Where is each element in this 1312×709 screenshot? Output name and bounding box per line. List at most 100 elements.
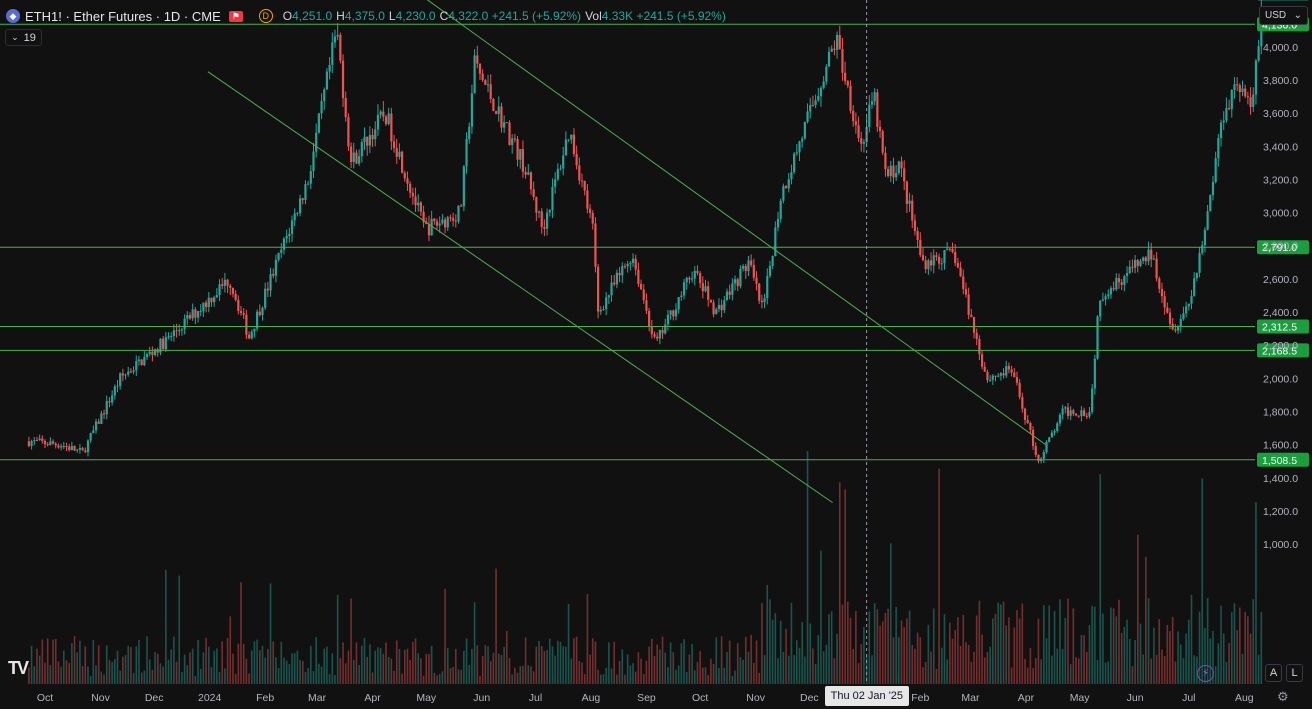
candle-body (392, 141, 396, 149)
auto-scale-button[interactable]: A (1265, 664, 1282, 682)
volume-bar (250, 650, 253, 684)
candle-body (108, 401, 111, 403)
price-tick-label: 2,800.0 (1263, 241, 1298, 253)
candle-body (658, 329, 661, 339)
candle-body (162, 338, 165, 350)
lightning-icon[interactable]: ⚡ (1197, 665, 1214, 682)
candle-body (135, 361, 138, 371)
volume-bar (433, 672, 436, 684)
volume-bar (1214, 666, 1217, 684)
tradingview-logo-icon[interactable]: TV (8, 658, 29, 678)
candle-body (194, 309, 197, 318)
volume-bar (605, 667, 607, 684)
chevron-down-icon: ⌄ (11, 32, 19, 42)
volume-bar (1153, 627, 1155, 684)
volume-bar (428, 654, 430, 684)
volume-bar (1005, 625, 1008, 684)
price-tick-label: 3,400.0 (1263, 141, 1298, 153)
indicator-toggle[interactable]: ⌄ 19 (5, 29, 42, 46)
candle-body (1249, 97, 1252, 107)
volume-bar (36, 648, 38, 684)
volume-bar (288, 664, 291, 684)
volume-bar (393, 670, 395, 684)
candle-body (559, 168, 562, 170)
volume-bar (97, 645, 100, 684)
volume-bar (1209, 638, 1212, 684)
trendlines[interactable] (207, 0, 1046, 504)
candle-body (258, 311, 261, 316)
volume-bar (1196, 656, 1198, 684)
volume-bar (173, 636, 175, 684)
crosshair-date-label: Thu 02 Jan '25 (824, 686, 910, 706)
candle-body (602, 309, 605, 311)
volume-bar (54, 639, 57, 684)
candle-body (68, 446, 71, 450)
volume-bar (355, 642, 358, 684)
symbol-title[interactable]: ETH1! · Ether Futures · 1D · CME (25, 8, 221, 24)
candle-body (30, 441, 33, 446)
gear-icon[interactable]: ⚙ (1277, 689, 1289, 704)
volume-bar (645, 660, 648, 684)
volume-bar (1024, 658, 1026, 684)
candle-body (1219, 122, 1223, 139)
candle-body (833, 48, 836, 50)
log-scale-button[interactable]: L (1286, 664, 1303, 682)
symbol-legend[interactable]: ◆ ETH1! · Ether Futures · 1D · CME ⚑ D O… (6, 7, 730, 25)
candle-body (202, 302, 205, 312)
candle-body (446, 217, 449, 228)
volume-bar (930, 651, 932, 684)
candle-body (680, 295, 683, 298)
candle-body (296, 213, 299, 215)
candle-body (443, 219, 447, 228)
volume-bar (167, 659, 170, 684)
volume-bar (1013, 627, 1016, 684)
volume-bar (825, 644, 828, 684)
time-axis[interactable]: Oct Nov Dec 2024 Feb Mar Apr May Jun Jul Aug Sep Oct… (37, 692, 1254, 704)
data-badge[interactable]: D (258, 9, 273, 23)
candle-body (395, 148, 398, 157)
candle-body (288, 233, 291, 237)
volume-bar (460, 669, 462, 684)
candle-body (137, 359, 141, 362)
volume-bar (369, 644, 371, 684)
candle-body (849, 85, 852, 111)
candle-body (795, 152, 798, 154)
candle-body (597, 266, 600, 312)
volume-bar (111, 661, 113, 684)
trendline[interactable] (364, 0, 1046, 446)
trendline[interactable] (207, 71, 833, 504)
candle-body (1018, 382, 1021, 397)
candle-body (967, 294, 970, 315)
candle-body (1139, 260, 1142, 266)
candle-body (196, 311, 200, 318)
volume-bar (940, 647, 943, 684)
flag-icon[interactable]: ⚑ (228, 10, 243, 22)
candle-body (70, 446, 73, 450)
candle-body (844, 72, 847, 82)
candle-body (304, 184, 307, 200)
candle-body (414, 196, 417, 206)
volume-bar (508, 658, 511, 684)
volume-bar (1107, 661, 1110, 684)
candle-body (688, 277, 691, 280)
volume-bar (868, 611, 871, 684)
candle-body (895, 173, 898, 178)
price-axis[interactable]: 1,000.0 1,200.0 1,400.0 1,600.0 1,800.0 2,000… (1263, 42, 1298, 551)
candle-body (997, 375, 1000, 377)
candle-body (57, 445, 60, 448)
currency-select[interactable]: USD ⌄ (1259, 6, 1308, 25)
horizontal-levels[interactable]: 4,136.02,791.02,312.52,168.51,508.54,322… (0, 0, 1309, 467)
candle-body (188, 315, 192, 319)
candle-body (231, 287, 235, 294)
volume-bar (594, 641, 597, 684)
volume-bar (908, 610, 911, 684)
volume-bar (973, 651, 975, 684)
candle-body (854, 121, 857, 126)
candle-body (543, 226, 546, 229)
candle-body (473, 55, 476, 94)
candle-body (84, 450, 87, 453)
candle-body (486, 84, 490, 86)
candle-body (752, 265, 755, 278)
volume-bar (269, 583, 272, 684)
